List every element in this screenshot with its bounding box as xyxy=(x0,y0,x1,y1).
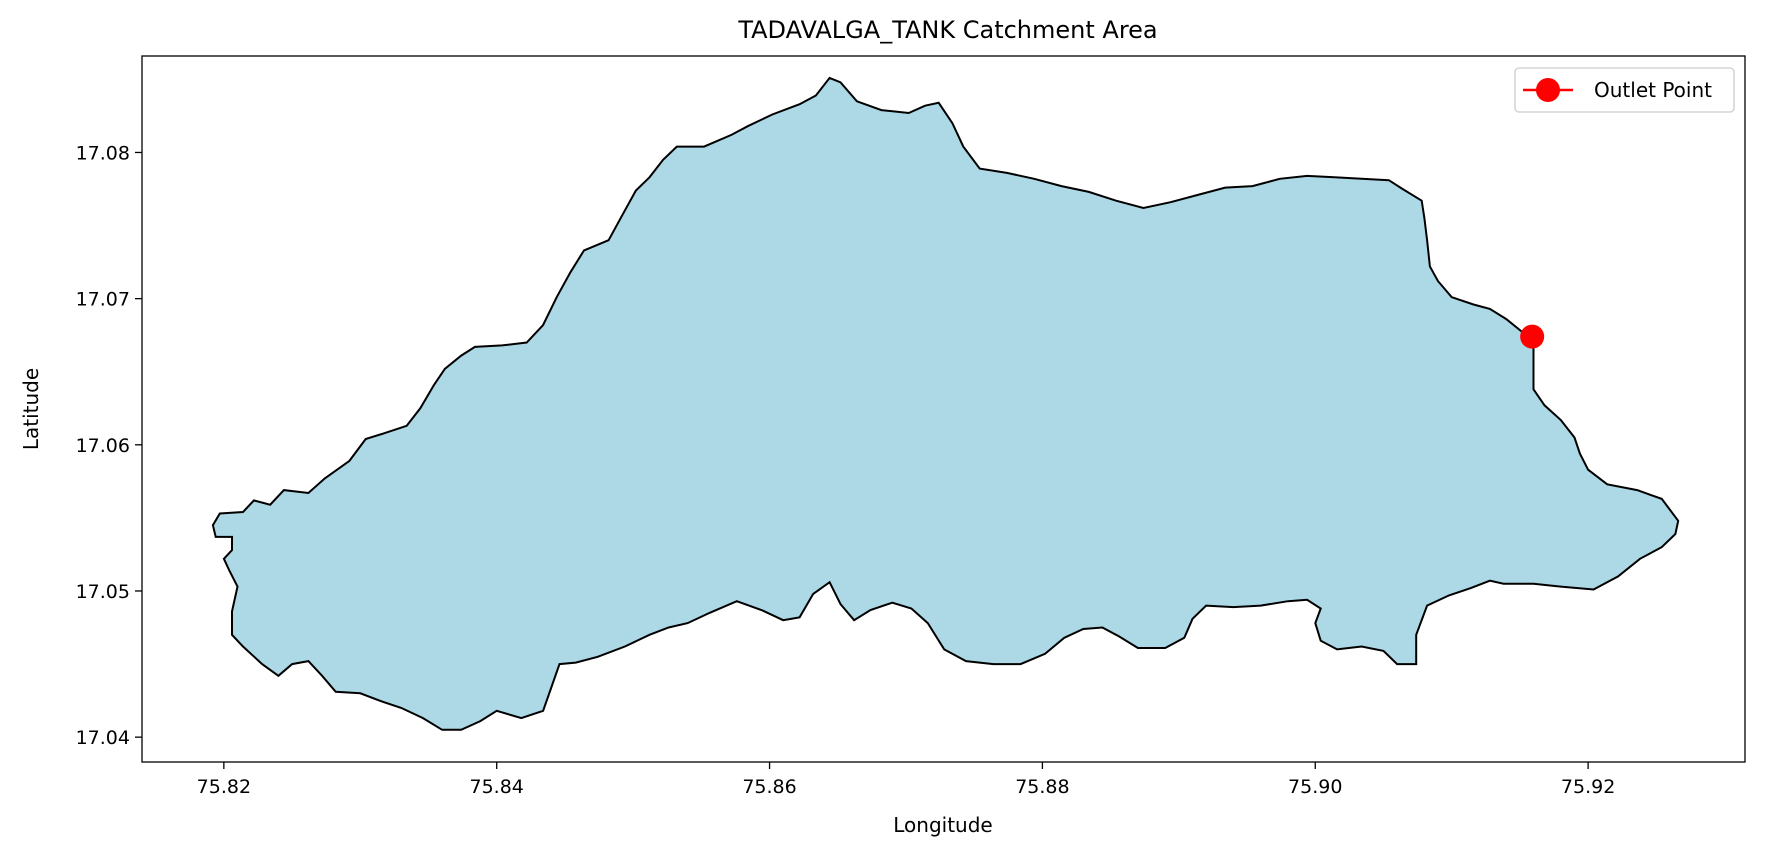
y-tick-label: 17.07 xyxy=(76,289,130,311)
x-tick-label: 75.90 xyxy=(1288,776,1342,798)
x-axis-label: Longitude xyxy=(893,813,992,837)
legend-marker-icon xyxy=(1536,78,1560,102)
catchment-polygon xyxy=(211,76,1680,731)
y-axis-label: Latitude xyxy=(19,368,43,450)
legend: Outlet Point xyxy=(1514,67,1735,113)
y-tick-label: 17.06 xyxy=(76,435,130,457)
x-tick-label: 75.86 xyxy=(742,776,796,798)
x-tick-label: 75.92 xyxy=(1561,776,1615,798)
y-tick-label: 17.04 xyxy=(76,727,130,749)
y-axis: 17.04 17.05 17.06 17.07 17.08 xyxy=(76,142,142,749)
y-tick-label: 17.05 xyxy=(76,581,130,603)
outlet-point-marker xyxy=(1520,324,1545,349)
x-tick-label: 75.88 xyxy=(1015,776,1069,798)
plot-area xyxy=(211,76,1680,731)
legend-box xyxy=(1514,67,1735,113)
legend-label: Outlet Point xyxy=(1594,78,1712,102)
x-tick-label: 75.84 xyxy=(470,776,524,798)
x-axis: 75.82 75.84 75.86 75.88 75.90 75.92 xyxy=(197,762,1615,798)
axes-frame xyxy=(141,55,1746,763)
y-tick-label: 17.08 xyxy=(76,142,130,164)
chart-title: TADAVALGA_TANK Catchment Area xyxy=(737,16,1157,44)
x-tick-label: 75.82 xyxy=(197,776,251,798)
